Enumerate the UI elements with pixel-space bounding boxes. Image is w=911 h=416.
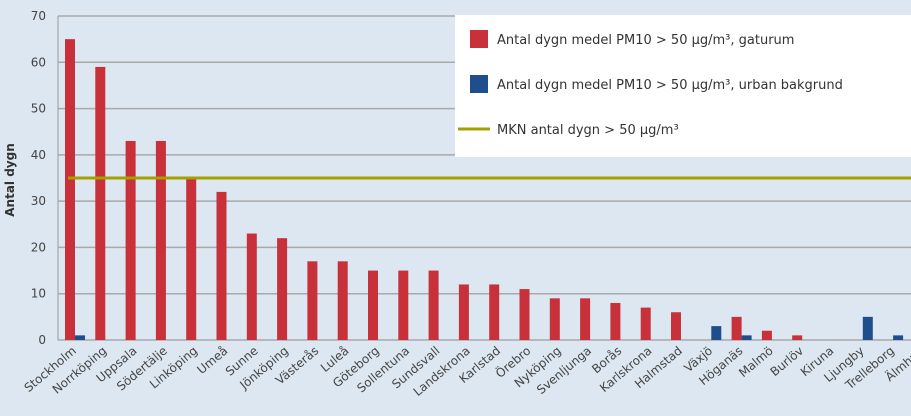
bar — [489, 284, 500, 340]
bar — [862, 316, 873, 340]
legend-box — [455, 15, 911, 157]
bar — [711, 326, 722, 340]
legend-label: Antal dygn medel PM10 > 50 µg/m³, gaturu… — [497, 33, 794, 48]
y-axis-title: Antal dygn — [3, 143, 17, 217]
bar — [186, 178, 197, 340]
y-tick-label: 0 — [38, 333, 46, 347]
y-tick-label: 40 — [31, 148, 46, 162]
bar — [155, 140, 166, 340]
legend-swatch — [470, 75, 488, 93]
bar — [95, 66, 106, 341]
bar — [580, 298, 591, 340]
bar — [549, 298, 560, 340]
y-tick-label: 70 — [31, 9, 46, 23]
bar — [640, 307, 651, 340]
bar — [368, 270, 378, 340]
bar — [893, 335, 904, 340]
y-tick-label: 20 — [31, 240, 46, 254]
bar — [65, 39, 75, 341]
legend-swatch — [470, 30, 488, 48]
bar — [458, 284, 469, 340]
bar — [731, 316, 742, 340]
legend-label: Antal dygn medel PM10 > 50 µg/m³, urban … — [497, 78, 843, 93]
bar — [761, 330, 772, 340]
bar — [246, 233, 257, 340]
y-tick-label: 60 — [31, 55, 46, 69]
bar — [125, 140, 136, 340]
bar — [610, 302, 621, 340]
bar — [216, 191, 227, 340]
bar — [519, 289, 530, 340]
y-tick-label: 10 — [31, 287, 46, 301]
y-tick-label: 30 — [31, 194, 46, 208]
bar — [337, 261, 348, 340]
bar — [428, 270, 439, 340]
bar — [741, 335, 752, 340]
bar — [398, 270, 409, 340]
bar — [307, 261, 318, 340]
bar — [792, 335, 803, 340]
bar — [75, 335, 85, 340]
legend-label: MKN antal dygn > 50 µg/m³ — [497, 123, 679, 138]
bar — [671, 312, 681, 340]
y-tick-label: 50 — [31, 102, 46, 116]
bar — [277, 238, 288, 340]
